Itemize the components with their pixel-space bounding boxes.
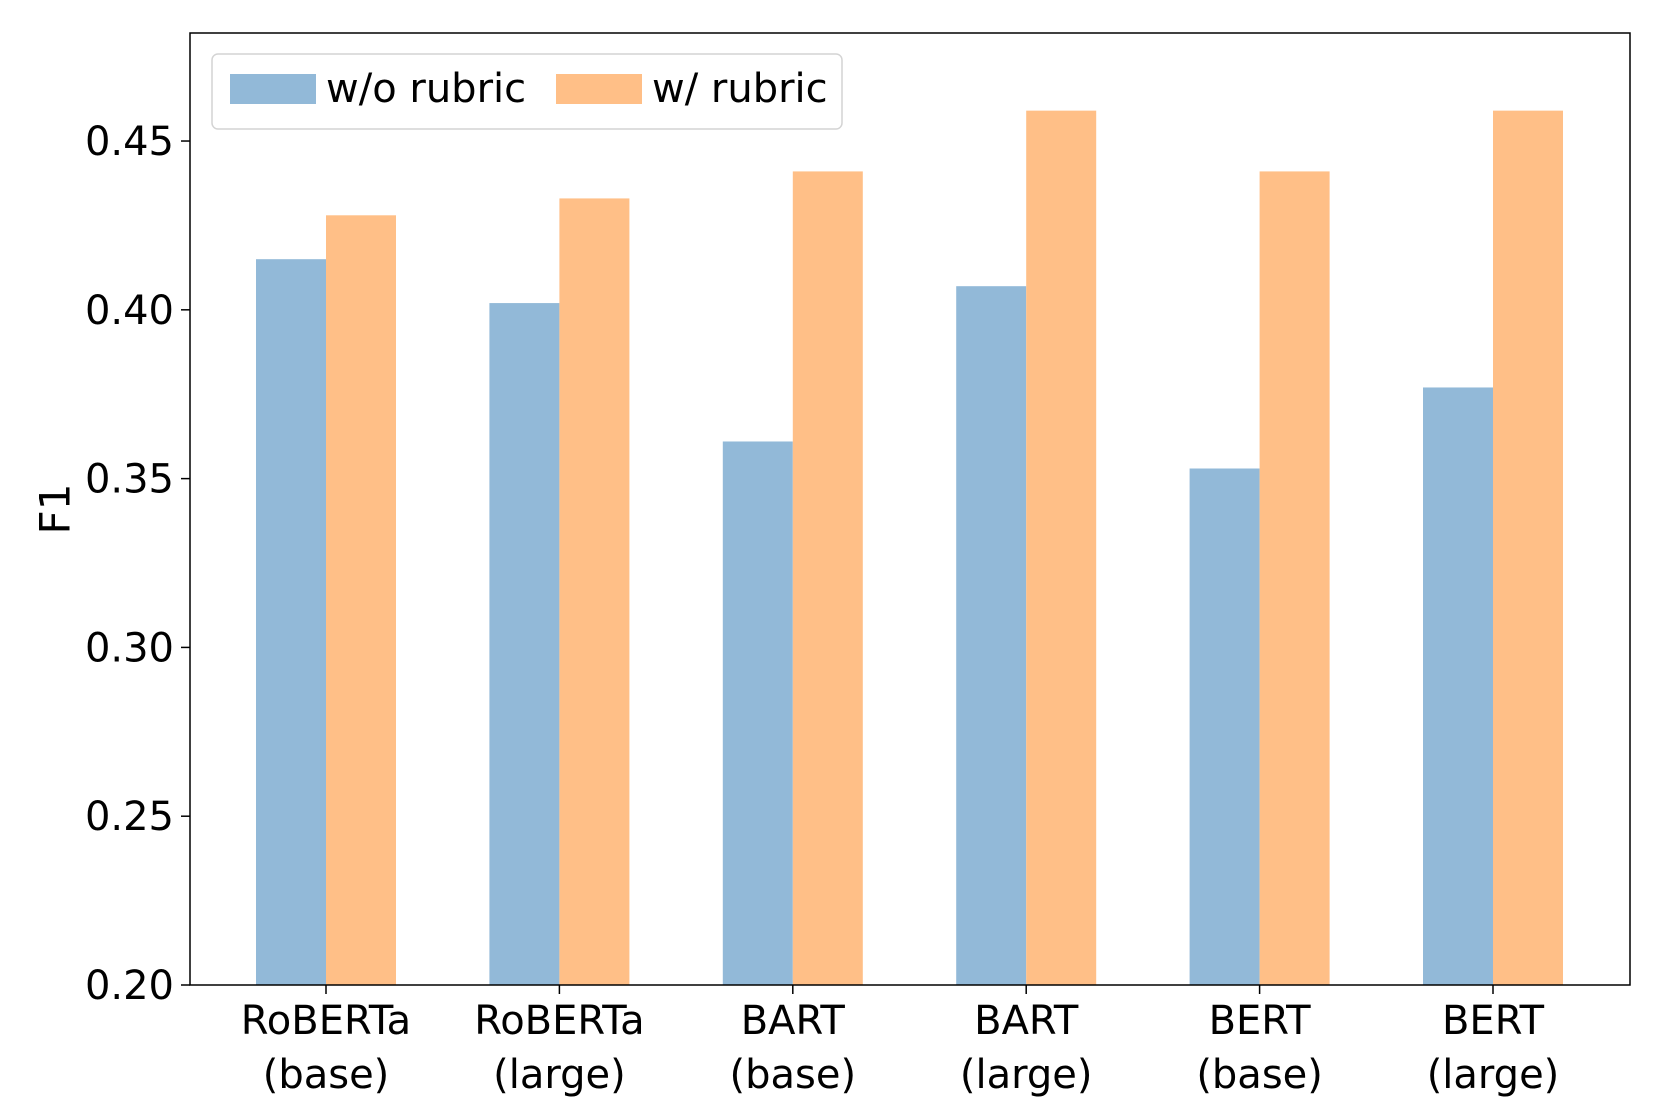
bar-wo-rubric-5	[1423, 387, 1493, 985]
x-tick-label-3-line-0: BART	[974, 998, 1079, 1044]
x-tick-label-4-line-1: (base)	[1196, 1052, 1323, 1098]
x-tick-label-1-line-0: RoBERTa	[474, 998, 644, 1044]
y-tick-label-2: 0.30	[85, 625, 174, 671]
legend: w/o rubric w/ rubric	[211, 53, 843, 130]
bar-w-rubric-3	[1026, 110, 1097, 986]
x-tick-label-2-line-0: BART	[741, 998, 846, 1044]
x-tick-label-0-line-1: (base)	[263, 1052, 390, 1098]
y-tick-label-0: 0.20	[85, 963, 174, 1009]
x-tick-label-5-line-0: BERT	[1442, 998, 1545, 1044]
legend-swatch-w-rubric	[556, 74, 642, 104]
bar-w-rubric-5	[1493, 110, 1563, 986]
x-tick-label-2-line-1: (base)	[730, 1052, 857, 1098]
bar-wo-rubric-0	[256, 259, 326, 985]
y-axis-ticks: 0.20 0.25 0.30 0.35 0.40 0.45	[85, 119, 190, 1009]
bar-w-rubric-2	[792, 171, 863, 985]
x-tick-label-3-line-1: (large)	[960, 1052, 1093, 1098]
y-tick-label-3: 0.35	[85, 457, 174, 503]
bar-wo-rubric-2	[722, 441, 793, 985]
bar-wo-rubric-1	[489, 303, 560, 985]
x-tick-label-1-line-1: (large)	[493, 1052, 626, 1098]
x-tick-label-0-line-0: RoBERTa	[241, 998, 411, 1044]
bar-w-rubric-4	[1259, 171, 1330, 985]
bar-w-rubric-0	[326, 215, 396, 986]
legend-label-w-rubric: w/ rubric	[652, 66, 828, 112]
x-axis-ticks: RoBERTa (base) RoBERTa (large) BART (base) BAR…	[241, 985, 1559, 1098]
x-tick-label-5-line-1: (large)	[1427, 1052, 1560, 1098]
legend-label-wo-rubric: w/o rubric	[326, 66, 526, 112]
y-tick-label-4: 0.40	[85, 288, 174, 334]
bar-wo-rubric-4	[1189, 468, 1260, 985]
bar-wo-rubric-3	[956, 286, 1027, 985]
legend-box	[211, 53, 843, 130]
y-tick-label-5: 0.45	[85, 119, 174, 165]
bar-w-rubric-1	[559, 198, 630, 985]
y-axis-label: F1	[31, 484, 80, 535]
legend-swatch-wo-rubric	[230, 74, 316, 104]
x-tick-label-4-line-0: BERT	[1209, 998, 1312, 1044]
bars-layer	[256, 110, 1563, 986]
plot-frame	[189, 32, 1631, 986]
y-tick-label-1: 0.25	[85, 794, 174, 840]
